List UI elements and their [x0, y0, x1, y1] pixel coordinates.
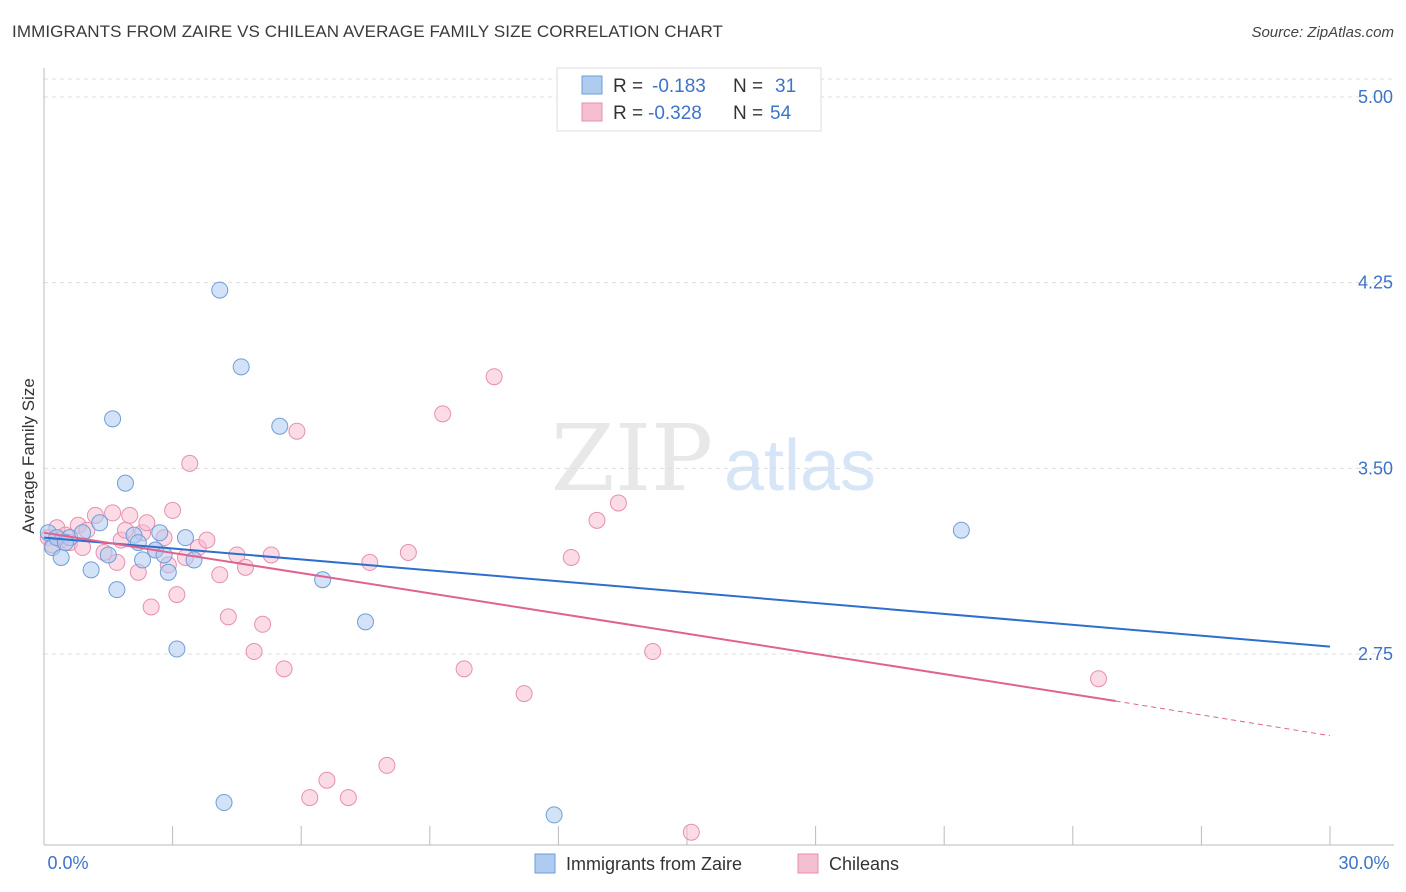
- legend-n-label: N =: [733, 103, 763, 124]
- bottom-legend-swatch-zaire: [534, 853, 556, 874]
- legend-r-label: R =: [613, 76, 643, 97]
- series-legend: Immigrants from Zaire Chileans: [534, 853, 899, 874]
- chileans-point[interactable]: [181, 454, 199, 472]
- zaire-point[interactable]: [159, 563, 177, 581]
- chileans-point[interactable]: [168, 586, 186, 604]
- zaire-point[interactable]: [151, 524, 169, 542]
- chileans-point[interactable]: [142, 598, 160, 616]
- x-tick-label-min: 0.0%: [47, 853, 88, 873]
- chileans-point[interactable]: [339, 789, 357, 807]
- chileans-point[interactable]: [211, 566, 229, 584]
- chileans-point[interactable]: [236, 558, 254, 576]
- series-zaire: [39, 281, 970, 824]
- legend-swatch-chileans: [581, 102, 603, 122]
- zaire-point[interactable]: [271, 417, 289, 435]
- chileans-point[interactable]: [121, 506, 139, 524]
- y-tick-label: 2.75: [1358, 644, 1393, 664]
- zaire-point[interactable]: [91, 514, 109, 532]
- zaire-point[interactable]: [314, 571, 332, 589]
- legend-n-label: N =: [733, 76, 763, 97]
- chileans-point[interactable]: [164, 501, 182, 519]
- x-tick-label-max: 30.0%: [1338, 853, 1389, 873]
- trend-line-chileans-extrapolated: [1115, 700, 1331, 737]
- y-axis-label: Average Family Size: [19, 378, 38, 534]
- zaire-point[interactable]: [134, 551, 152, 569]
- chileans-point[interactable]: [682, 823, 700, 841]
- zaire-point[interactable]: [215, 794, 233, 812]
- zaire-point[interactable]: [82, 561, 100, 579]
- legend-r-value-zaire: -0.183: [652, 76, 706, 97]
- zaire-point[interactable]: [104, 410, 122, 428]
- stats-legend: R = -0.183 N = 31 R = -0.328 N = 54: [556, 67, 822, 132]
- trend-line-chileans: [43, 531, 1116, 703]
- chileans-point[interactable]: [262, 546, 280, 564]
- zaire-point[interactable]: [168, 640, 186, 658]
- chileans-point[interactable]: [138, 514, 156, 532]
- bottom-legend-label-zaire: Immigrants from Zaire: [566, 854, 742, 874]
- chileans-point[interactable]: [301, 789, 319, 807]
- zaire-point[interactable]: [545, 806, 563, 824]
- chileans-point[interactable]: [219, 608, 237, 626]
- chileans-point[interactable]: [515, 685, 533, 703]
- chileans-point[interactable]: [318, 771, 336, 789]
- source-label: Source: ZipAtlas.com: [1251, 24, 1394, 41]
- bottom-legend-swatch-chileans: [797, 853, 819, 874]
- legend-r-value-chileans: -0.328: [648, 103, 702, 124]
- y-tick-label: 5.00: [1358, 87, 1393, 107]
- zaire-point[interactable]: [176, 529, 194, 547]
- chileans-point[interactable]: [254, 615, 272, 633]
- legend-r-label: R =: [613, 103, 643, 124]
- zaire-point[interactable]: [211, 281, 229, 299]
- chileans-point[interactable]: [609, 494, 627, 512]
- zaire-point[interactable]: [952, 521, 970, 539]
- zaire-point[interactable]: [357, 613, 374, 631]
- chileans-point[interactable]: [361, 553, 379, 571]
- trend-line-zaire: [43, 536, 1331, 648]
- chart-title: IMMIGRANTS FROM ZAIRE VS CHILEAN AVERAGE…: [12, 22, 724, 41]
- chileans-point[interactable]: [455, 660, 473, 678]
- watermark-atlas: atlas: [724, 426, 876, 506]
- zaire-point[interactable]: [52, 548, 70, 566]
- bottom-legend-label-chileans: Chileans: [829, 854, 899, 874]
- chileans-point[interactable]: [485, 368, 503, 386]
- chileans-point[interactable]: [1090, 670, 1108, 688]
- y-axis-tick-labels: 2.75 3.50 4.25 5.00: [1358, 87, 1393, 664]
- zaire-point[interactable]: [232, 358, 250, 376]
- chileans-point[interactable]: [562, 548, 580, 566]
- chileans-point[interactable]: [434, 405, 452, 423]
- zaire-point[interactable]: [185, 551, 203, 569]
- watermark-zip: ZIP: [551, 405, 713, 512]
- legend-n-value-zaire: 31: [775, 76, 796, 97]
- chileans-point[interactable]: [198, 531, 216, 549]
- chileans-point[interactable]: [399, 544, 417, 562]
- legend-n-value-chileans: 54: [770, 103, 792, 124]
- y-tick-label: 3.50: [1358, 458, 1393, 478]
- chileans-point[interactable]: [378, 756, 396, 774]
- y-tick-label: 4.25: [1358, 273, 1393, 293]
- chileans-point[interactable]: [288, 422, 306, 440]
- watermark: ZIP atlas: [551, 405, 876, 512]
- legend-swatch-zaire: [581, 75, 603, 95]
- chileans-point[interactable]: [275, 660, 293, 678]
- zaire-point[interactable]: [108, 581, 126, 599]
- chileans-point[interactable]: [104, 504, 122, 522]
- chileans-point[interactable]: [245, 643, 263, 661]
- zaire-point[interactable]: [116, 474, 134, 492]
- chileans-point[interactable]: [588, 511, 606, 529]
- chileans-point[interactable]: [644, 643, 662, 661]
- zaire-point[interactable]: [155, 546, 173, 564]
- axes: [43, 68, 1394, 846]
- zaire-point[interactable]: [99, 546, 117, 564]
- trend-lines: [43, 531, 1331, 737]
